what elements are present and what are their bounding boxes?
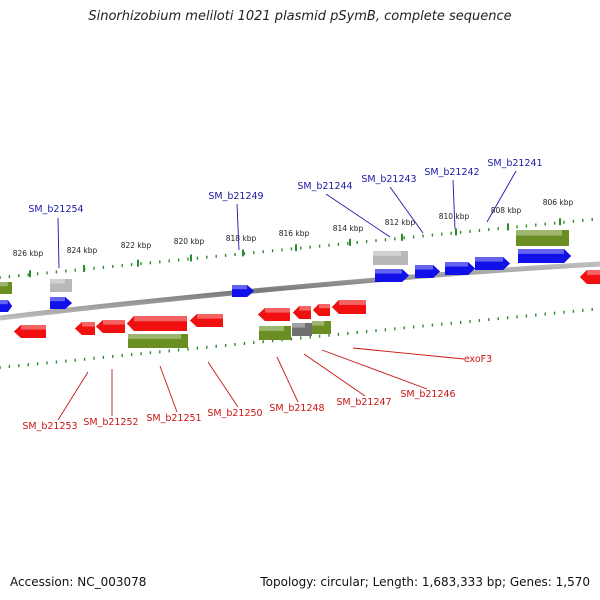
- gene-feature: [232, 285, 254, 297]
- gene-label-bottom: SM_b21252: [83, 417, 138, 428]
- gene-label-top: SM_b21244: [297, 181, 352, 192]
- gene-label-top: SM_b21241: [487, 158, 542, 169]
- gene-feature: [190, 314, 223, 327]
- gene-feature: [313, 304, 330, 316]
- gene-feature: [14, 325, 46, 338]
- gene-feature: [475, 257, 510, 270]
- gene-labels: SM_b21254 SM_b21249 SM_b21244 SM_b21243 SM_b…: [22, 158, 542, 432]
- gene-feature: [127, 316, 187, 331]
- gene-feature: [75, 322, 95, 335]
- ruler-label: 812 kbp: [385, 218, 416, 227]
- ruler-label: 816 kbp: [279, 229, 310, 238]
- gene-label-bottom: SM_b21250: [207, 408, 262, 419]
- gene-feature: [0, 282, 12, 294]
- gene-feature: [312, 321, 331, 334]
- gene-feature: [332, 300, 366, 314]
- label-leader-line: [57, 371, 89, 421]
- gene-label-top: SM_b21242: [424, 167, 479, 178]
- gene-feature: [259, 326, 291, 340]
- label-leader-line: [452, 179, 456, 230]
- gene-feature: [96, 320, 125, 333]
- gene-label-bottom: SM_b21246: [400, 389, 455, 400]
- ruler-label: 818 kbp: [226, 234, 257, 243]
- gene-label-top: SM_b21243: [361, 174, 416, 185]
- label-leader-line: [486, 170, 517, 223]
- gene-feature: [445, 262, 475, 275]
- label-leader-line: [57, 217, 60, 269]
- gene-label-bottom: SM_b21253: [22, 421, 77, 432]
- gene-feature: [50, 297, 72, 309]
- ruler-label: 824 kbp: [67, 246, 98, 255]
- ruler-label: 820 kbp: [174, 237, 205, 246]
- gene-feature: [375, 269, 409, 282]
- gene-feature: [0, 300, 12, 312]
- gene-feature: [580, 270, 600, 284]
- label-leader-line: [352, 347, 465, 360]
- label-leader-line: [325, 193, 391, 238]
- gene-feature: [293, 306, 311, 319]
- gene-label-top: SM_b21254: [28, 204, 83, 215]
- label-leader-line: [321, 349, 428, 390]
- gene-feature: [292, 323, 312, 336]
- tick-marks-bottom: [0, 307, 593, 369]
- gene-feature: [373, 251, 408, 265]
- ruler-label: 814 kbp: [333, 224, 364, 233]
- gene-feature: [128, 334, 188, 348]
- label-leader-line: [236, 203, 240, 251]
- label-leader-line: [389, 186, 424, 234]
- gene-feature: [516, 230, 569, 246]
- gene-label-bottom: exoF3: [464, 354, 492, 365]
- gene-feature: [258, 308, 290, 321]
- ruler-label: 806 kbp: [543, 198, 574, 207]
- label-leader-line: [276, 356, 299, 403]
- ruler-label: 808 kbp: [491, 206, 522, 215]
- map-title: Sinorhizobium meliloti 1021 plasmid pSym…: [88, 9, 512, 24]
- label-leader-line: [303, 353, 366, 397]
- accession-text: Accession: NC_003078: [10, 575, 147, 589]
- gene-features: [0, 230, 600, 348]
- gene-feature: [415, 265, 440, 278]
- sequence-summary: Topology: circular; Length: 1,683,333 bp…: [260, 575, 590, 589]
- dna-backbone: [0, 261, 600, 321]
- gene-label-bottom: SM_b21247: [336, 397, 391, 408]
- label-leader-line: [159, 365, 178, 413]
- gene-feature: [50, 279, 72, 292]
- ruler-label: 826 kbp: [13, 249, 44, 258]
- gene-label-bottom: SM_b21251: [146, 413, 201, 424]
- gene-label-top: SM_b21249: [208, 191, 263, 202]
- gene-feature: [518, 249, 571, 263]
- gene-label-bottom: SM_b21248: [269, 403, 324, 414]
- label-leader-line: [207, 361, 239, 408]
- ruler-label: 822 kbp: [121, 241, 152, 250]
